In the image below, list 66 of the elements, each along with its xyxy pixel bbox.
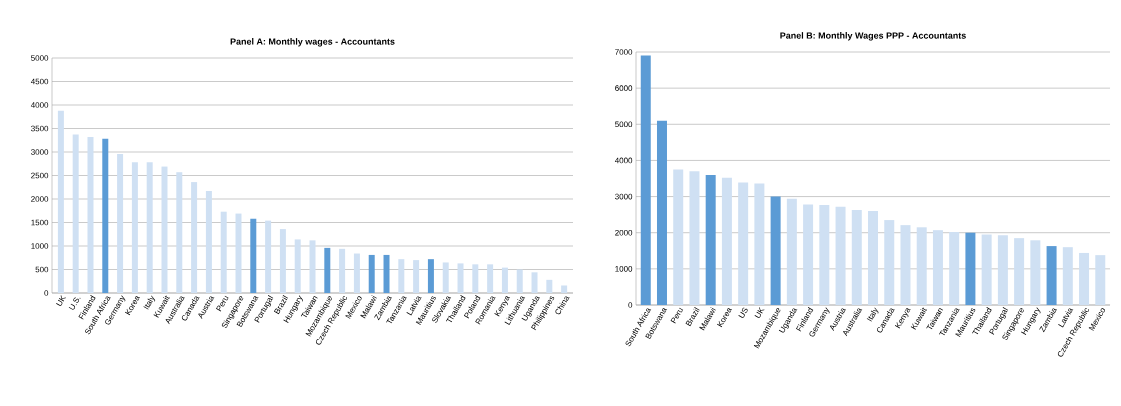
bar: [516, 269, 523, 293]
bar: [851, 209, 862, 305]
bar: [721, 177, 732, 305]
chart-title: Panel B: Monthly Wages PPP - Accountants: [780, 32, 966, 41]
bar: [501, 267, 508, 293]
bar: [819, 204, 830, 305]
bar: [161, 166, 168, 293]
bar: [738, 182, 749, 305]
bar: [220, 211, 227, 293]
bar: [265, 220, 272, 293]
bar: [705, 174, 716, 305]
bar: [102, 138, 109, 293]
bar: [673, 169, 684, 305]
bar: [932, 230, 943, 305]
bar: [900, 225, 911, 305]
bar: [981, 234, 992, 305]
bar: [997, 235, 1008, 305]
bar: [949, 231, 960, 305]
bar: [754, 183, 765, 305]
bar: [176, 172, 183, 293]
bar: [324, 247, 331, 293]
bar: [868, 211, 879, 305]
bar: [965, 232, 976, 305]
bar: [235, 213, 242, 293]
bar: [640, 55, 651, 305]
bar: [383, 254, 390, 293]
bar: [656, 120, 667, 305]
bar: [786, 198, 797, 305]
bar: [353, 253, 360, 293]
bar: [87, 136, 94, 293]
bar: [294, 239, 301, 293]
bar: [368, 254, 375, 293]
bar: [803, 204, 814, 305]
bar: [689, 171, 700, 305]
bar: [398, 259, 405, 293]
bar: [131, 162, 138, 293]
bar: [1062, 247, 1073, 305]
bar: [413, 260, 420, 293]
bar: [117, 153, 124, 293]
bar: [546, 279, 553, 293]
bar: [1079, 252, 1090, 305]
bar: [487, 264, 494, 293]
bar: [472, 264, 479, 293]
bar: [770, 196, 781, 305]
bar: [427, 259, 434, 293]
bar: [442, 262, 449, 293]
bar: [250, 218, 257, 293]
bar: [146, 162, 153, 293]
bar: [916, 227, 927, 305]
bar: [561, 285, 568, 293]
bar: [279, 229, 286, 293]
bar: [457, 263, 464, 293]
bar: [57, 110, 64, 293]
bar: [205, 191, 212, 293]
bar: [191, 182, 198, 293]
bar: [531, 272, 538, 293]
bar: [1014, 238, 1025, 305]
chart-title: Panel A: Monthly wages - Accountants: [230, 38, 395, 47]
bar: [72, 134, 79, 293]
bar: [1030, 240, 1041, 305]
bar: [884, 220, 895, 305]
bar: [309, 240, 316, 293]
bar: [1046, 246, 1057, 305]
bar: [339, 248, 346, 293]
bar: [835, 206, 846, 305]
bar: [1095, 255, 1106, 305]
